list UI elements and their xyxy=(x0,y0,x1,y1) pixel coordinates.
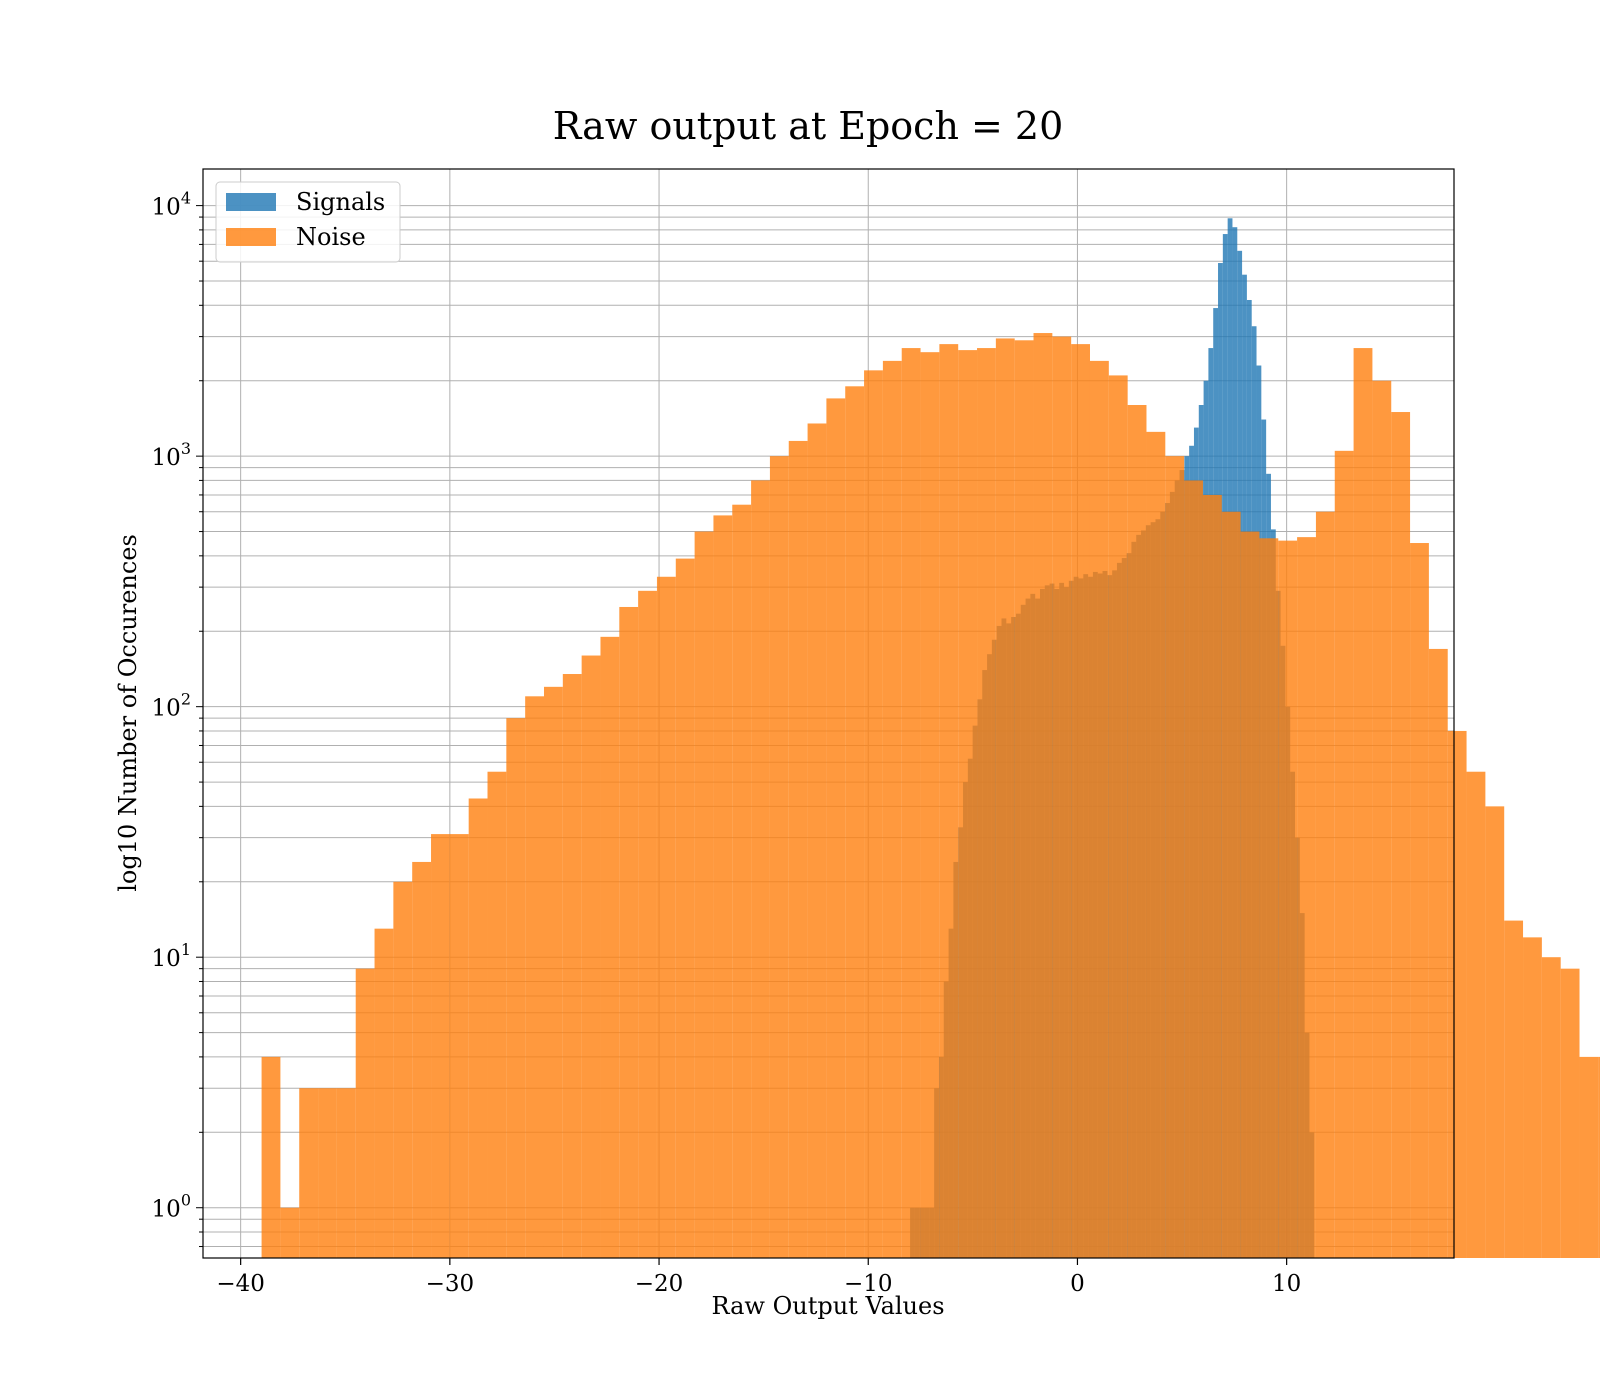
histogram-bar-noise xyxy=(788,440,808,1259)
noise-bars xyxy=(261,333,1600,1259)
histogram-bar-noise xyxy=(1315,511,1335,1259)
legend-swatch-noise xyxy=(226,228,276,246)
histogram-bar-noise xyxy=(1202,494,1222,1258)
histogram-bar-noise xyxy=(1334,450,1354,1259)
histogram-bar-noise xyxy=(1560,968,1580,1258)
legend-label-noise: Noise xyxy=(296,223,366,251)
x-tick-label: −30 xyxy=(426,1271,475,1297)
histogram-bar-noise xyxy=(1165,456,1185,1258)
histogram-bar-noise xyxy=(1127,405,1147,1259)
histogram-bar-noise xyxy=(619,606,639,1258)
histogram-bar-noise xyxy=(995,338,1015,1259)
histogram-bar-noise xyxy=(1504,920,1524,1258)
histogram-bar-noise xyxy=(525,696,544,1258)
histogram-bar-noise xyxy=(977,348,996,1258)
histogram-bar-noise xyxy=(1447,730,1467,1258)
histogram-bar-noise xyxy=(1297,537,1316,1258)
histogram-bar-noise xyxy=(318,1088,337,1258)
x-axis-ticks: −40 −30 −20 −10 0 10 xyxy=(216,1258,1301,1297)
histogram-bar-noise xyxy=(1089,360,1109,1258)
histogram-bar-noise xyxy=(431,834,450,1258)
chart-title: Raw output at Epoch = 20 xyxy=(553,104,1064,148)
histogram-bar-noise xyxy=(1372,380,1392,1258)
histogram-bar-noise xyxy=(1014,340,1034,1258)
histogram-bar-noise xyxy=(1428,648,1448,1258)
histogram-bar-noise xyxy=(864,370,883,1258)
histogram-bar-noise xyxy=(1052,336,1072,1258)
histogram-bar-noise xyxy=(769,456,789,1258)
histogram-bar-noise xyxy=(732,504,752,1258)
histogram-bar-noise xyxy=(1259,538,1279,1258)
histogram-bar-noise xyxy=(562,674,582,1258)
y-tick-label: 103 xyxy=(152,439,191,471)
histogram-bar-noise xyxy=(920,352,940,1258)
histogram-bar-noise xyxy=(506,718,526,1258)
y-tick-label: 102 xyxy=(152,690,191,722)
histogram-bar-noise xyxy=(412,861,432,1258)
x-tick-label: −40 xyxy=(216,1271,265,1297)
histogram-bar-noise xyxy=(1071,344,1090,1258)
histogram-bar-noise xyxy=(393,881,413,1258)
histogram-bar-noise xyxy=(449,834,469,1258)
histogram-bar-noise xyxy=(600,636,620,1258)
histogram-bar-noise xyxy=(1146,431,1166,1258)
histogram-bar-noise xyxy=(901,348,921,1258)
histogram-bar-noise xyxy=(1523,937,1542,1258)
x-tick-label: −20 xyxy=(635,1271,684,1297)
histogram-bar-noise xyxy=(826,398,846,1259)
histogram-bar-noise xyxy=(1391,412,1411,1258)
histogram-bar-noise xyxy=(1033,333,1053,1258)
histogram-bar-noise xyxy=(1485,806,1505,1258)
histogram-bar-noise xyxy=(1410,543,1429,1258)
histogram-bar-noise xyxy=(487,771,507,1258)
histogram-bar-noise xyxy=(1108,375,1128,1259)
histogram-bar-noise xyxy=(1466,771,1486,1258)
histogram-bar-noise xyxy=(1353,348,1373,1258)
histogram-bar-noise xyxy=(656,576,676,1258)
histogram-bar-noise xyxy=(1579,1056,1599,1258)
histogram-bar-noise xyxy=(543,686,563,1258)
legend: Signals Noise xyxy=(215,181,401,263)
histogram-bar-noise xyxy=(694,531,714,1258)
histogram-bar-noise xyxy=(581,655,601,1258)
histogram-bar-noise xyxy=(261,1056,281,1258)
histogram-bar-noise xyxy=(299,1088,319,1258)
x-tick-label: −10 xyxy=(844,1271,893,1297)
histogram-bar-noise xyxy=(1541,957,1561,1258)
histogram-bar-noise xyxy=(751,480,770,1259)
y-axis-label: log10 Number of Occurences xyxy=(114,534,142,892)
histogram-bar-noise xyxy=(1598,1056,1600,1258)
histogram-bar-noise xyxy=(1184,480,1203,1259)
y-tick-label: 104 xyxy=(152,189,191,221)
histogram-bar-noise xyxy=(638,590,657,1258)
histogram-bar-noise xyxy=(675,558,695,1258)
histogram-bar-noise xyxy=(1278,540,1298,1258)
histogram-bar-noise xyxy=(374,928,394,1258)
histogram-bar-noise xyxy=(468,798,488,1258)
histogram-bar-noise xyxy=(1240,531,1260,1258)
histogram-bar-noise xyxy=(958,350,978,1259)
x-axis-label: Raw Output Values xyxy=(711,1292,944,1320)
histogram-bar-noise xyxy=(845,386,865,1258)
histogram-bar-noise xyxy=(336,1088,356,1258)
x-tick-label: 10 xyxy=(1272,1271,1301,1297)
histogram-bar-noise xyxy=(355,968,375,1258)
x-tick-label: 0 xyxy=(1070,1271,1085,1297)
y-tick-label: 100 xyxy=(152,1191,191,1223)
y-axis-ticks: 100 101 102 103 104 xyxy=(152,189,203,1248)
legend-swatch-signals xyxy=(226,193,276,211)
histogram-bar-noise xyxy=(882,360,902,1258)
plot-frame xyxy=(202,168,1455,1259)
histogram-bar-noise xyxy=(939,344,959,1258)
legend-label-signals: Signals xyxy=(296,188,385,216)
histogram-bar-noise xyxy=(713,515,733,1258)
histogram-bar-noise xyxy=(280,1207,300,1258)
histogram-bar-noise xyxy=(807,423,827,1258)
y-tick-label: 101 xyxy=(152,940,191,972)
histogram-bar-noise xyxy=(1221,511,1241,1259)
